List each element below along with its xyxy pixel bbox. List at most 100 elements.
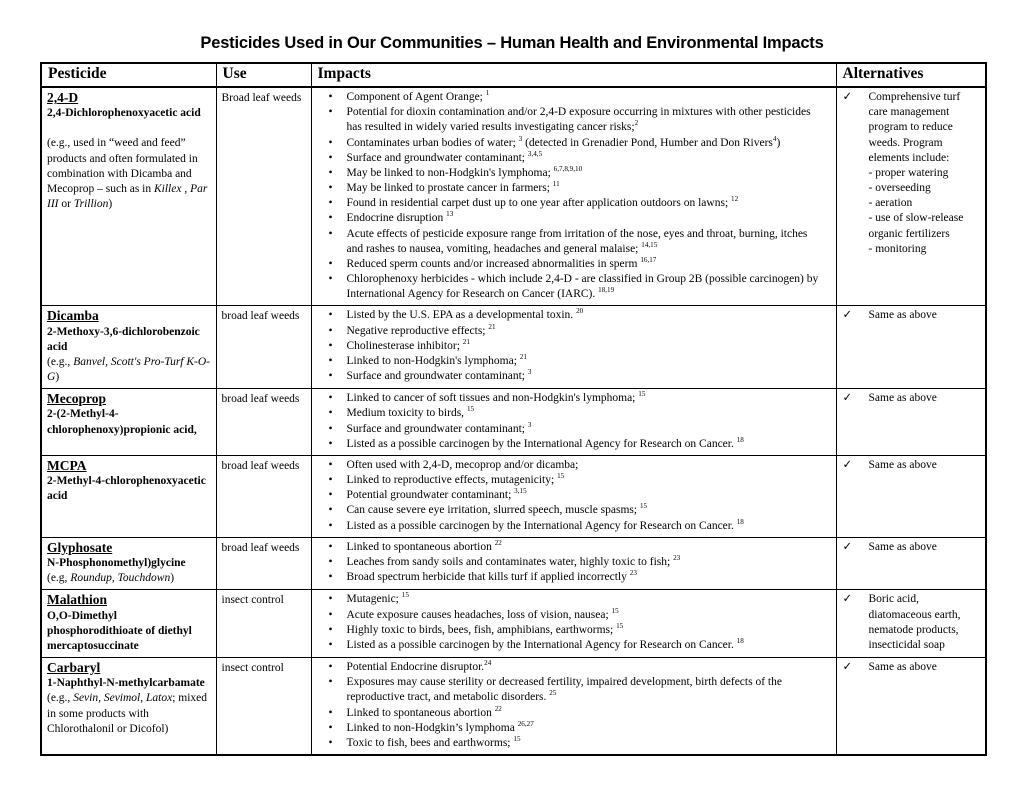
table-header-row: Pesticide Use Impacts Alternatives [40, 62, 987, 88]
pesticide-cell: Glyphosate N-Phosphonomethyl)glycine (e.… [40, 536, 217, 591]
checkmark-icon: ✓ [842, 661, 853, 674]
alternative-line: Same as above [868, 661, 937, 674]
impact-text: Listed as a possible carcinogen by the I… [346, 637, 744, 651]
impacts-cell: • Component of Agent Orange; 1 • Potential … [310, 86, 837, 307]
pesticide-note: (e.g., Banvel, Scott's Pro-Turf K-O-G) [47, 355, 211, 384]
impact-text: Highly toxic to birds, bees, fish, amphi… [346, 621, 624, 636]
alternatives-text: Same as above [869, 391, 981, 406]
impact-item: • Highly toxic to birds, bees, fish, amph… [317, 621, 831, 638]
impacts-list: • Component of Agent Orange; 1 • Potential … [317, 90, 831, 302]
impact-text: Chlorophenoxy herbicides - which include… [346, 273, 819, 301]
impact-item: • Medium toxicity to birds, 15 [317, 406, 831, 421]
bullet-icon: • [328, 227, 333, 240]
column-header-alternatives: Alternatives [835, 62, 987, 88]
impact-text: Negative reproductive effects; 21 [346, 322, 496, 337]
impact-item: • May be linked to non-Hodgkin's lymphoma… [317, 165, 831, 181]
table-row: Glyphosate N-Phosphonomethyl)glycine (e.… [40, 536, 987, 591]
bullet-icon: • [328, 257, 333, 270]
bullet-icon: • [328, 638, 333, 651]
use-cell: broad leaf weeds [215, 454, 312, 538]
impact-text: Potential groundwater contaminant; 3,15 [346, 487, 527, 502]
impact-item: • Surface and groundwater contaminant; 3,… [317, 149, 831, 166]
impact-text: May be linked to prostate cancer in farm… [346, 180, 560, 195]
pesticide-chemical-name: 1-Naphthyl-N-methylcarbamate [47, 677, 205, 690]
alternatives-text: Same as above [869, 540, 981, 555]
use-cell: Broad leaf weeds [215, 86, 312, 307]
use-cell: broad leaf weeds [215, 536, 312, 591]
impacts-list: • Linked to cancer of soft tissues and no… [317, 391, 831, 452]
pesticide-chemical-name: O,O-Dimethyl phosphorodithioate of dieth… [47, 609, 192, 652]
table-row: Mecoprop 2-(2-Methyl-4-chlorophenoxy)pro… [40, 388, 987, 456]
impact-text: Mutagenic; 15 [346, 591, 409, 606]
bullet-icon: • [328, 407, 333, 420]
impact-item: • Negative reproductive effects; 21 [317, 322, 831, 339]
impact-item: • Linked to reproductive effects, mutagen… [317, 473, 831, 488]
checkmark-icon: ✓ [842, 392, 853, 405]
pesticide-note: (e.g., Sevin, Sevimol, Latox; mixed in s… [47, 692, 208, 735]
impacts-cell: • Mutagenic; 15 • Acute exposure causes hea… [310, 589, 837, 659]
impact-text: Acute effects of pesticide exposure rang… [346, 227, 808, 255]
impact-item: • Cholinesterase inhibitor; 21 [317, 338, 831, 354]
impact-text: Surface and groundwater contaminant; 3,4… [346, 149, 543, 164]
alternative-line: Boric acid, diatomaceous earth, nematode… [868, 593, 961, 651]
impact-item: • Potential for dioxin contamination and/… [317, 105, 831, 135]
table-row: 2,4-D 2,4-Dichlorophenoxyacetic acid (e.… [40, 86, 987, 307]
alternative-line: - overseeding [868, 182, 931, 195]
bullet-icon: • [328, 354, 333, 367]
use-label: broad leaf weeds [221, 459, 300, 472]
bullet-icon: • [328, 504, 333, 517]
bullet-icon: • [328, 571, 333, 584]
impact-item: • Endocrine disruption 13 [317, 211, 831, 226]
bullet-icon: • [328, 593, 333, 606]
use-cell: insect control [215, 589, 312, 659]
bullet-icon: • [328, 309, 333, 322]
impact-item: • Listed as a possible carcinogen by the … [317, 435, 831, 452]
pesticide-cell: Carbaryl 1-Naphthyl-N-methylcarbamate (e… [40, 657, 217, 756]
impact-text: Exposures may cause sterility or decreas… [346, 676, 782, 704]
alternative-line: Comprehensive turf care management progr… [868, 91, 961, 164]
checkmark-icon: ✓ [842, 309, 853, 322]
bullet-icon: • [328, 676, 333, 689]
impact-text: Listed as a possible carcinogen by the I… [346, 435, 744, 450]
bullet-icon: • [328, 136, 333, 149]
bullet-icon: • [328, 392, 333, 405]
alternatives-cell: ✓ Boric acid, diatomaceous earth, nemato… [835, 589, 987, 659]
use-label: broad leaf weeds [221, 541, 300, 554]
alternatives-cell: ✓ Comprehensive turf care management pro… [835, 86, 987, 307]
pesticide-cell: Mecoprop 2-(2-Methyl-4-chlorophenoxy)pro… [40, 388, 217, 456]
impact-text: Component of Agent Orange; 1 [346, 89, 490, 103]
bullet-icon: • [328, 91, 333, 103]
use-cell: insect control [215, 657, 312, 756]
impact-text: Linked to cancer of soft tissues and non… [346, 390, 646, 405]
alternatives-text: Same as above [869, 660, 981, 675]
bullet-icon: • [328, 721, 333, 734]
impact-item: • Linked to spontaneous abortion 22 [317, 705, 831, 721]
checkmark-icon: ✓ [842, 458, 853, 471]
pesticide-name: Glyphosate [47, 539, 113, 555]
bullet-icon: • [328, 182, 333, 195]
bullet-icon: • [328, 519, 333, 532]
bullet-icon: • [328, 437, 333, 450]
pesticide-name: Mecoprop [47, 391, 106, 407]
table-row: MCPA 2-Methyl-4-chlorophenoxyacetic acid… [40, 454, 987, 538]
impact-text: Surface and groundwater contaminant; 3 [346, 420, 532, 435]
pesticide-name: Malathion [47, 592, 108, 608]
alternatives-text: Comprehensive turf care management progr… [869, 90, 981, 257]
impact-text: Linked to non-Hodgkin's lymphoma; 21 [346, 353, 527, 367]
impact-text: Contaminates urban bodies of water; 3 (d… [346, 134, 781, 149]
impact-item: • Potential groundwater contaminant; 3,15 [317, 488, 831, 503]
alternative-line: - use of slow-release organic fertilizer… [868, 212, 964, 240]
bullet-icon: • [328, 458, 333, 471]
pesticide-cell: 2,4-D 2,4-Dichlorophenoxyacetic acid (e.… [40, 86, 217, 307]
alternative-line: Same as above [868, 540, 937, 553]
impact-text: Reduced sperm counts and/or increased ab… [346, 256, 657, 270]
use-label: broad leaf weeds [221, 393, 300, 406]
impact-text: Listed by the U.S. EPA as a developmenta… [346, 307, 584, 322]
impacts-list: • Often used with 2,4-D, mecoprop and/or … [317, 458, 831, 534]
bullet-icon: • [328, 197, 333, 210]
alternatives-cell: ✓ Same as above [835, 305, 987, 390]
bullet-icon: • [328, 212, 333, 225]
impact-text: Surface and groundwater contaminant; 3 [346, 368, 532, 383]
impact-item: • Linked to spontaneous abortion 22 [317, 539, 831, 555]
